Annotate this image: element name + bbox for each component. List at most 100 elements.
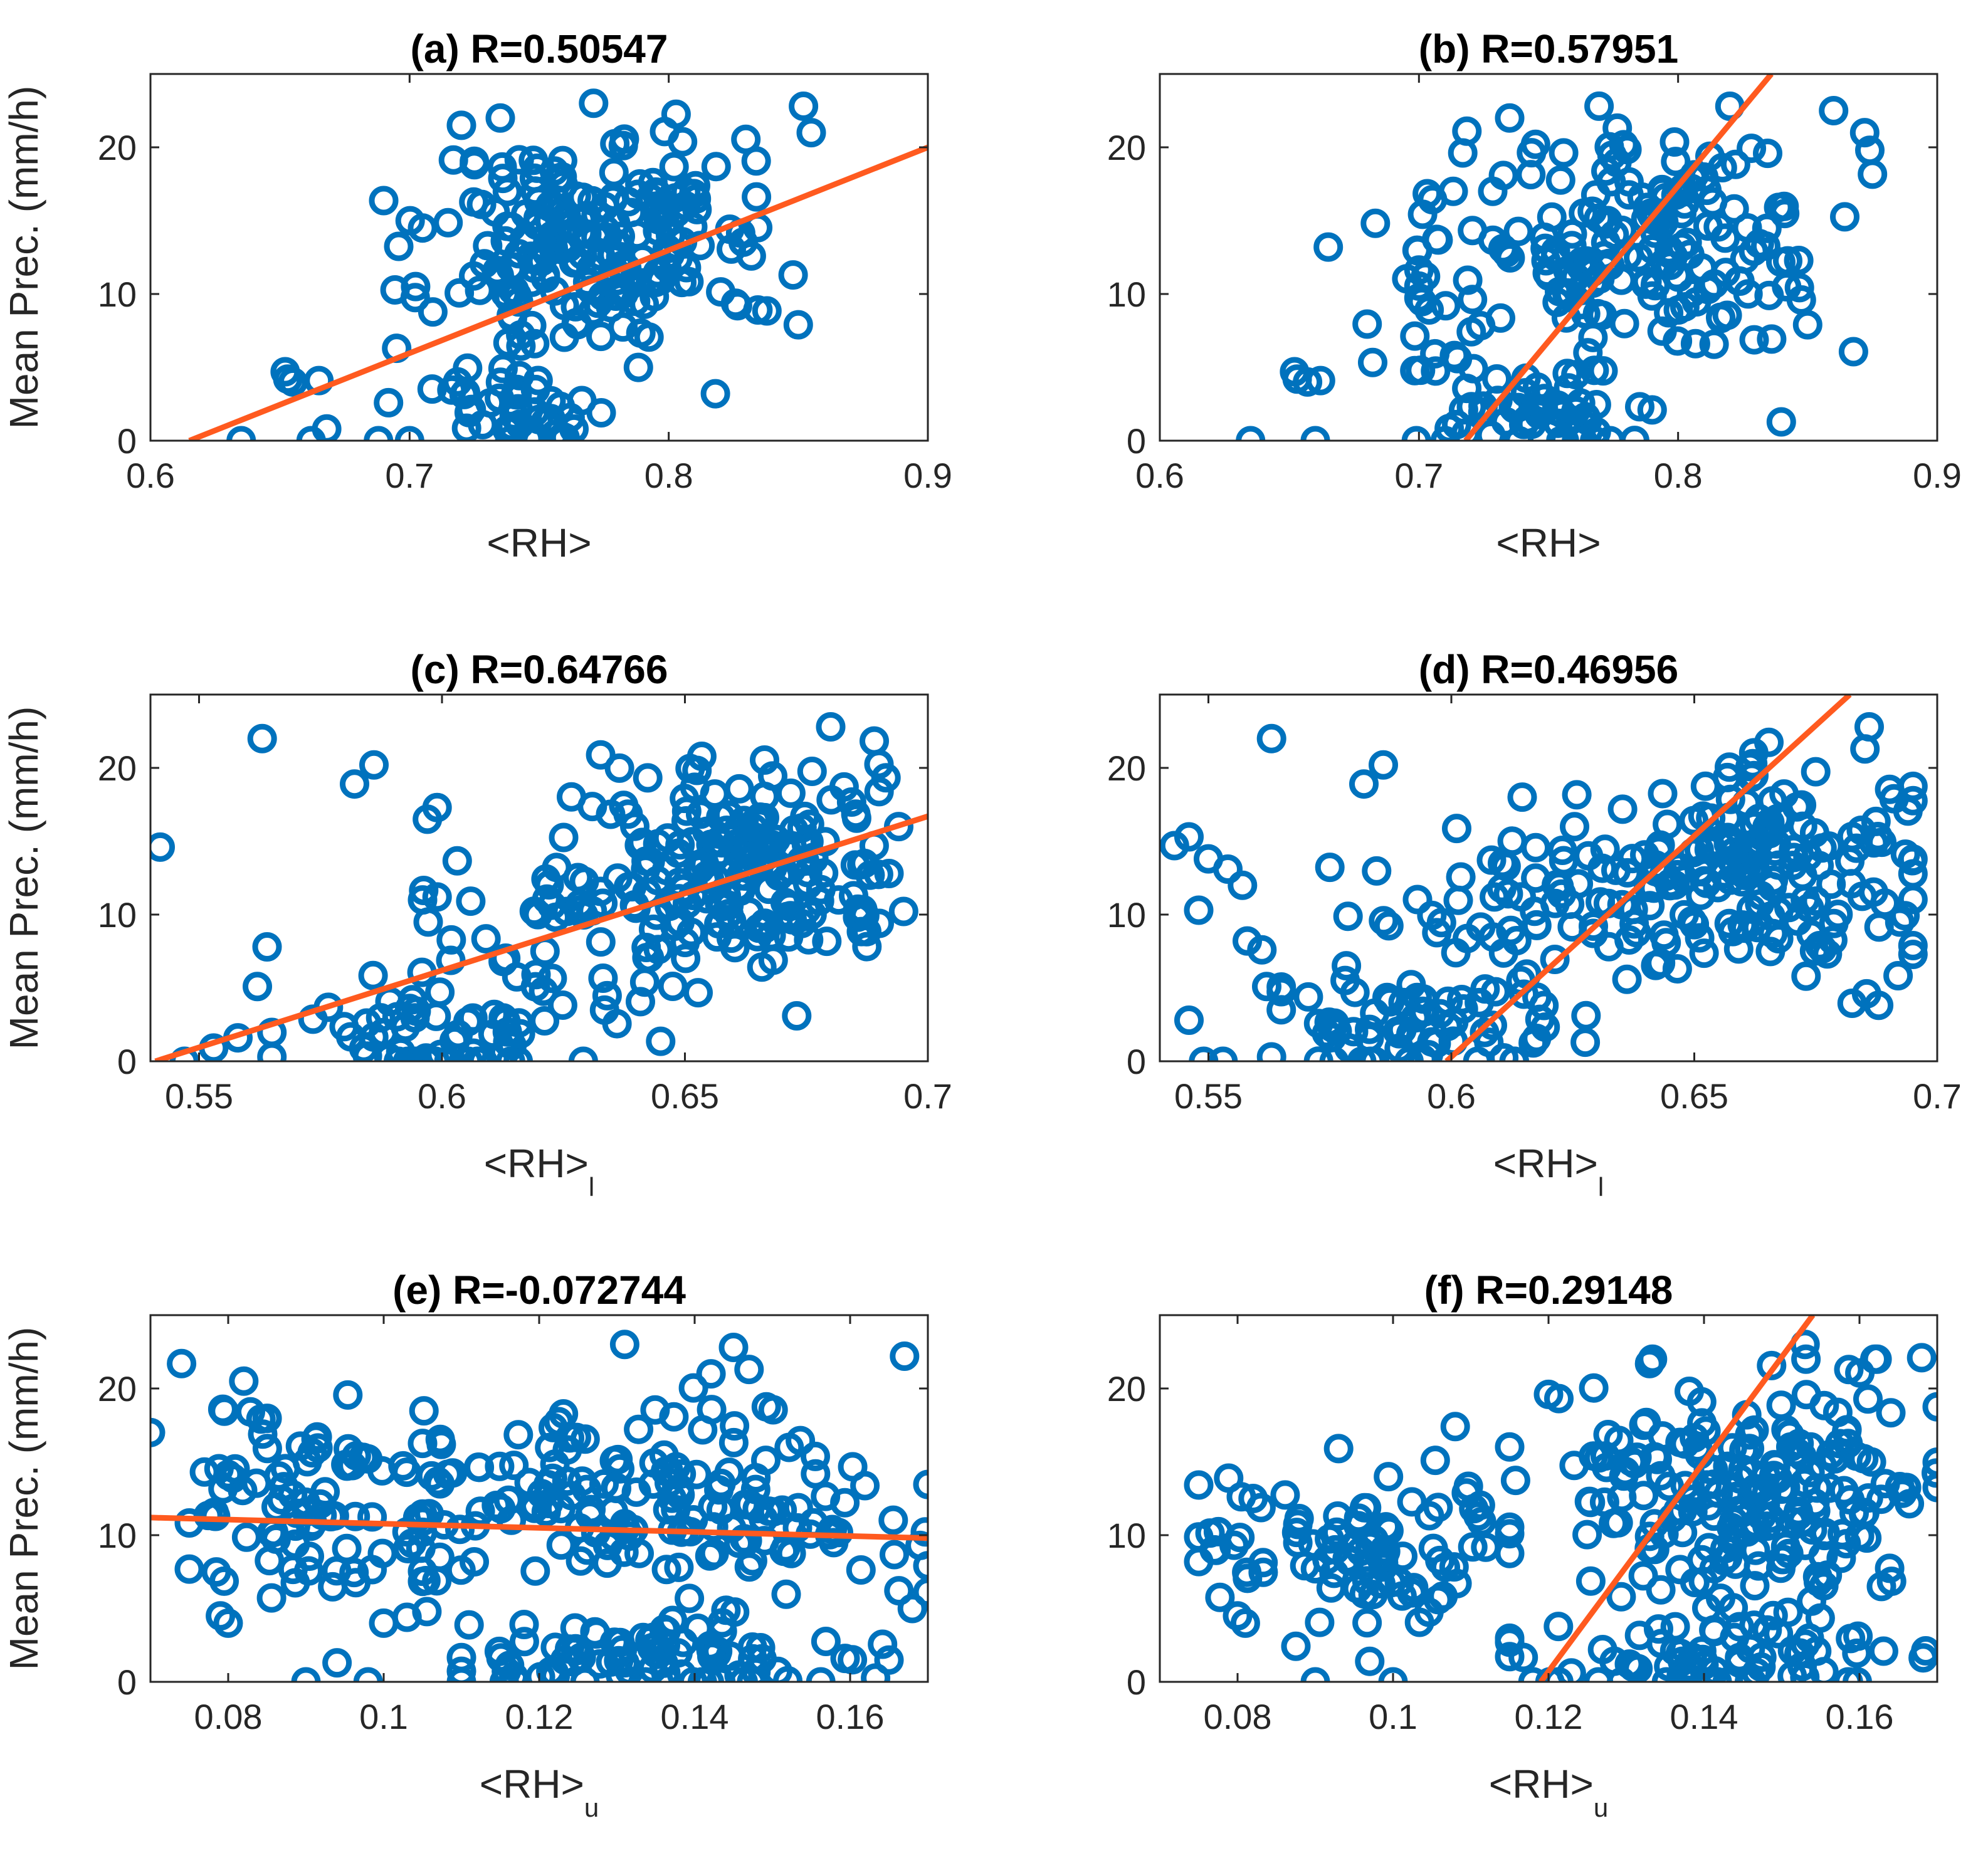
scatter-point [649, 1440, 679, 1470]
scatter-point [1591, 156, 1621, 186]
scatter-point [1499, 394, 1529, 424]
scatter-point [1572, 406, 1602, 436]
x-axis-label-subscript: u [584, 1793, 599, 1822]
scatter-point [643, 829, 673, 859]
scatter-point [1549, 426, 1579, 441]
scatter-point [1614, 925, 1644, 955]
scatter-point [713, 800, 744, 830]
scatter-point [1500, 1466, 1530, 1496]
scatter-point [683, 978, 713, 1008]
scatter-point [1654, 298, 1684, 328]
scatter-point [698, 1512, 728, 1542]
scatter-point [1584, 1443, 1614, 1473]
axes-box [149, 693, 929, 1063]
scatter-point [1199, 1535, 1229, 1565]
scatter-point [1795, 1457, 1825, 1488]
chart-title: (c) R=0.64766 [411, 647, 668, 692]
scatter-point [226, 426, 256, 441]
scatter-point [1352, 1566, 1382, 1596]
scatter-point [1228, 870, 1258, 900]
scatter-point [811, 1627, 841, 1656]
scatter-point [468, 1046, 498, 1061]
scatter-point [1730, 856, 1760, 886]
scatter-point [392, 1534, 423, 1563]
scatter-point [1522, 910, 1552, 940]
scatter-point [1283, 1528, 1313, 1558]
scatter-point [1665, 1427, 1695, 1457]
scatter-point [252, 932, 282, 962]
scatter-point [789, 92, 819, 121]
scatter-point [408, 1517, 438, 1547]
scatter-point [1489, 1043, 1519, 1061]
x-tick-label: 0.7 [1913, 1076, 1962, 1116]
scatter-point [1801, 757, 1831, 787]
scatter-point [445, 1514, 475, 1545]
scatter-point [408, 1506, 438, 1536]
scatter-point [1360, 208, 1391, 238]
scatter-point [1315, 853, 1345, 883]
y-tick-label: 0 [1127, 1662, 1146, 1702]
scatter-point [810, 827, 840, 857]
scatter-point [1838, 337, 1868, 367]
panel-c: 0.55 0.6 0.65 0.7 0 10 20 (c) R=0.64766 <RH>l Mea… [1, 647, 952, 1202]
scatter-point [1493, 879, 1523, 909]
scatter-point [400, 283, 430, 313]
scatter-point [1518, 1667, 1548, 1682]
scatter-point [1374, 1462, 1404, 1492]
panel-e: 0.08 0.1 0.12 0.14 0.16 0 10 20 (e) R=-0.072744 <… [1, 1268, 929, 1822]
chart-title: (b) R=0.57951 [1419, 26, 1678, 71]
scatter-point [1495, 1642, 1525, 1672]
scatter-point [550, 423, 580, 441]
scatter-point [1319, 1046, 1349, 1061]
scatter-point [1333, 901, 1363, 932]
scatter-point [1787, 790, 1817, 820]
scatter-point [724, 1660, 754, 1682]
scatter-point [1562, 780, 1592, 810]
scatter-point [470, 249, 499, 279]
scatter-point [1718, 916, 1748, 947]
y-axis-label: Mean Prec. (mm/h) [1, 1327, 46, 1671]
scatter-point [1421, 356, 1451, 386]
scatter-point [541, 902, 571, 932]
scatter-point [312, 414, 342, 441]
scatter-point [576, 1494, 606, 1525]
scatter-point [1305, 1607, 1335, 1637]
scatter-point [1689, 938, 1719, 968]
scatter-point [1572, 1519, 1602, 1550]
scatter-point [1728, 1498, 1758, 1528]
scatter-point [1549, 138, 1579, 168]
scatter-point [1584, 1667, 1614, 1682]
scatter-point [572, 1535, 602, 1565]
y-axis-label: Mean Prec. (mm/h) [1, 706, 46, 1050]
scatter-point [248, 1419, 278, 1449]
scatter-point [1557, 219, 1587, 249]
scatter-point [545, 1494, 576, 1524]
scatter-point [1452, 116, 1482, 146]
scatter-point [444, 278, 475, 308]
scatter-point [1352, 309, 1382, 339]
scatter-point [878, 1505, 908, 1535]
scatter-point [674, 266, 704, 297]
scatter-point [1281, 1631, 1311, 1661]
scatter-point [1842, 1638, 1872, 1668]
x-tick-label: 0.9 [903, 456, 952, 495]
scatter-point [1441, 938, 1471, 968]
scatter-point [1414, 295, 1444, 325]
scatter-point [1612, 964, 1642, 994]
scatter-point [897, 1593, 927, 1624]
x-tick-label: 0.08 [194, 1697, 263, 1736]
scatter-point [519, 163, 549, 193]
scatter-point [1453, 265, 1483, 295]
panel-f: 0.08 0.1 0.12 0.14 0.16 0 10 20 (f) R=0.29148 <RH… [1107, 1268, 1938, 1822]
scatter-point [332, 1533, 362, 1563]
scatter-point [208, 1394, 238, 1424]
scatter-point [442, 846, 472, 876]
scatter-point [1223, 1601, 1253, 1631]
scatter-point [322, 1648, 352, 1678]
scatter-point [504, 145, 534, 175]
scatter-point [1400, 321, 1430, 351]
scatter-point [1480, 882, 1510, 912]
scatter-point [1812, 1560, 1843, 1590]
scatter-point [1784, 273, 1814, 303]
panel-b: 0.6 0.7 0.8 0.9 0 10 20 (b) R=0.57951 <RH> [1107, 26, 1962, 565]
